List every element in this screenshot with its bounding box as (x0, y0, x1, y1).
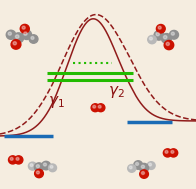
Circle shape (135, 163, 139, 165)
Circle shape (36, 165, 39, 168)
Circle shape (42, 161, 50, 170)
Circle shape (34, 163, 44, 172)
Circle shape (31, 36, 34, 40)
Circle shape (156, 25, 165, 33)
Circle shape (134, 161, 142, 169)
Text: $\gamma_1$: $\gamma_1$ (48, 94, 65, 110)
Circle shape (171, 32, 174, 35)
Circle shape (20, 24, 29, 33)
Circle shape (50, 166, 53, 168)
Circle shape (162, 34, 172, 43)
Circle shape (163, 149, 172, 157)
Circle shape (24, 32, 27, 35)
Circle shape (10, 157, 13, 160)
Circle shape (30, 164, 33, 167)
Circle shape (43, 163, 46, 166)
Circle shape (11, 40, 21, 49)
Circle shape (97, 104, 105, 112)
Circle shape (129, 166, 132, 169)
Circle shape (166, 42, 169, 46)
Circle shape (22, 26, 25, 29)
Circle shape (15, 35, 19, 38)
Circle shape (148, 36, 156, 44)
Circle shape (149, 163, 152, 166)
Circle shape (13, 42, 16, 45)
Circle shape (49, 164, 56, 172)
Circle shape (36, 171, 39, 174)
Circle shape (165, 150, 168, 153)
Circle shape (13, 33, 24, 43)
Circle shape (93, 105, 96, 108)
Circle shape (171, 150, 174, 153)
Circle shape (158, 26, 161, 29)
Circle shape (164, 40, 174, 50)
Circle shape (140, 163, 149, 172)
Circle shape (150, 37, 152, 40)
Circle shape (142, 172, 144, 174)
Circle shape (16, 157, 19, 160)
Circle shape (147, 162, 155, 169)
Circle shape (35, 169, 43, 178)
Circle shape (91, 104, 99, 112)
Circle shape (169, 149, 178, 157)
Circle shape (98, 105, 101, 108)
Circle shape (8, 156, 17, 164)
Circle shape (14, 156, 23, 164)
Circle shape (29, 35, 38, 43)
Circle shape (6, 30, 16, 39)
Text: $\gamma_2$: $\gamma_2$ (108, 84, 125, 99)
Circle shape (28, 162, 37, 170)
Circle shape (141, 165, 144, 168)
Circle shape (22, 30, 32, 40)
Circle shape (154, 31, 164, 40)
Circle shape (128, 165, 136, 172)
Circle shape (8, 32, 11, 35)
Circle shape (163, 36, 167, 39)
Circle shape (156, 33, 159, 36)
Circle shape (140, 170, 148, 178)
Circle shape (170, 30, 179, 39)
